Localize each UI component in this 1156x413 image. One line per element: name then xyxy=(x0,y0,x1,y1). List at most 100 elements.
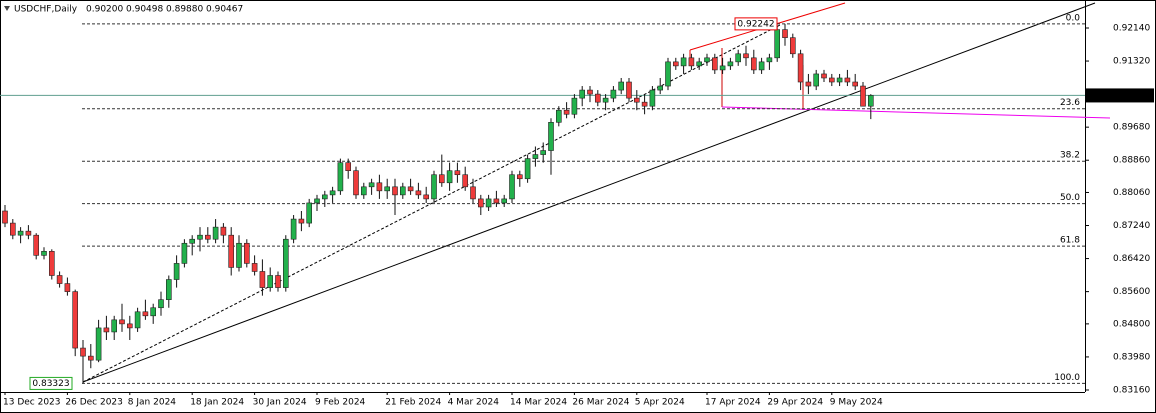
candle-body xyxy=(750,57,757,71)
candle-body xyxy=(509,174,515,200)
candle-body xyxy=(119,319,125,325)
candle-body xyxy=(384,186,391,192)
y-tick-label: 0.83980 xyxy=(1113,352,1150,362)
candle-body xyxy=(392,186,398,196)
candle-body xyxy=(594,93,601,103)
candle-body xyxy=(10,222,16,236)
candle-body xyxy=(33,234,40,256)
y-tick-label: 0.84800 xyxy=(1113,319,1150,329)
symbol-icon xyxy=(4,6,10,11)
candle-body xyxy=(423,194,430,200)
candle-body xyxy=(641,101,648,107)
candle-body xyxy=(805,81,812,87)
fib-label: 61.8 xyxy=(1060,236,1080,246)
candle-body xyxy=(64,283,71,292)
candle-body xyxy=(2,210,8,224)
candle-body xyxy=(626,81,632,99)
x-tick-label: 21 Feb 2024 xyxy=(385,398,441,408)
low-label: 0.83323 xyxy=(32,379,69,389)
candle-body xyxy=(353,170,359,196)
candle-body xyxy=(524,158,531,180)
y-tick-label: 0.85600 xyxy=(1113,287,1150,297)
candle-body xyxy=(860,85,866,107)
candle-body xyxy=(399,186,406,196)
candle-body xyxy=(360,186,367,196)
candle-body xyxy=(719,65,726,71)
candle-body xyxy=(743,53,749,59)
y-tick-label: 0.86420 xyxy=(1113,254,1150,264)
candle-body xyxy=(454,170,461,176)
candle-body xyxy=(282,238,289,288)
candle-body xyxy=(758,61,765,71)
candle-body xyxy=(181,242,188,264)
x-tick-label: 29 Apr 2024 xyxy=(767,398,823,408)
candle-body xyxy=(555,109,562,123)
candle-body xyxy=(298,218,305,224)
candle-body xyxy=(618,81,625,91)
candle-body xyxy=(197,234,203,240)
y-tick-label: 0.92140 xyxy=(1113,23,1150,33)
candle-body xyxy=(774,29,781,59)
x-tick-label: 26 Mar 2024 xyxy=(572,398,629,408)
candle-body xyxy=(407,186,414,192)
candle-body xyxy=(368,182,375,188)
candle-body xyxy=(212,226,219,240)
candle-body xyxy=(470,186,476,200)
y-tick-label: 0.89680 xyxy=(1113,123,1150,133)
header-value: 0.89880 xyxy=(166,5,203,15)
candle-body xyxy=(501,198,508,204)
candle-body xyxy=(306,202,313,224)
candle-body xyxy=(56,275,63,284)
candle-body xyxy=(431,174,437,200)
fib-label: 0.0 xyxy=(1066,13,1081,23)
price-box-label: 0.90467 xyxy=(1113,91,1150,101)
x-tick-label: 9 Feb 2024 xyxy=(315,398,366,408)
candle-body xyxy=(134,311,141,329)
candle-body xyxy=(797,53,804,83)
x-tick-label: 26 Dec 2023 xyxy=(65,398,123,408)
candle-body xyxy=(236,242,242,268)
candle-body xyxy=(711,57,718,71)
candle-body xyxy=(867,95,874,107)
candle-body xyxy=(166,279,172,300)
candle-body xyxy=(251,263,258,272)
candle-body xyxy=(314,198,320,204)
candle-body xyxy=(516,174,523,180)
candle-body xyxy=(844,77,851,83)
candle-body xyxy=(610,89,617,99)
candle-body xyxy=(259,271,266,288)
header-value: 0.90467 xyxy=(206,5,243,15)
candle-body xyxy=(41,251,47,256)
candle-body xyxy=(158,299,164,309)
y-tick-label: 0.87240 xyxy=(1113,221,1150,231)
x-tick-label: 30 Jan 2024 xyxy=(253,398,307,408)
x-tick-label: 5 Apr 2024 xyxy=(635,398,685,408)
candle-body xyxy=(275,275,281,288)
y-tick-label: 0.91320 xyxy=(1113,57,1150,67)
fib-label: 38.2 xyxy=(1060,151,1080,161)
candle-body xyxy=(735,53,742,63)
magenta-line xyxy=(721,106,1111,119)
candle-body xyxy=(836,77,843,83)
candle-body xyxy=(563,109,570,115)
candle-body xyxy=(173,263,180,280)
candle-body xyxy=(540,150,547,155)
candle-body xyxy=(337,162,344,192)
candle-body xyxy=(72,291,78,349)
candle-body xyxy=(462,174,469,188)
x-tick-label: 18 Jan 2024 xyxy=(190,398,244,408)
candle-body xyxy=(48,251,55,276)
candle-body xyxy=(852,81,859,87)
candle-body xyxy=(649,89,656,107)
x-tick-label: 9 May 2024 xyxy=(830,398,883,408)
symbol: USDCHF,Daily xyxy=(14,5,78,15)
candle-body xyxy=(665,61,671,87)
x-tick-label: 4 Mar 2024 xyxy=(448,398,500,408)
candle-body xyxy=(548,122,554,151)
high-label-box xyxy=(734,17,778,31)
low-label-box xyxy=(29,376,73,390)
candle-body xyxy=(727,61,734,67)
